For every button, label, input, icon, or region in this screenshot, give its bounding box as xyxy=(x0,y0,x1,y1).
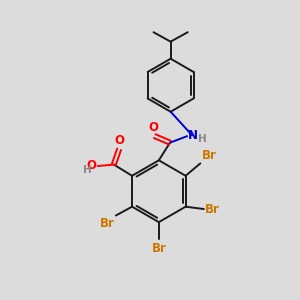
Text: O: O xyxy=(148,121,158,134)
Text: O: O xyxy=(87,159,97,172)
Text: H: H xyxy=(83,165,92,175)
Text: Br: Br xyxy=(202,149,216,162)
Text: O: O xyxy=(115,134,125,147)
Text: Br: Br xyxy=(100,217,115,230)
Text: N: N xyxy=(188,129,198,142)
Text: Br: Br xyxy=(205,202,220,215)
Text: Br: Br xyxy=(152,242,166,255)
Text: H: H xyxy=(198,134,207,143)
